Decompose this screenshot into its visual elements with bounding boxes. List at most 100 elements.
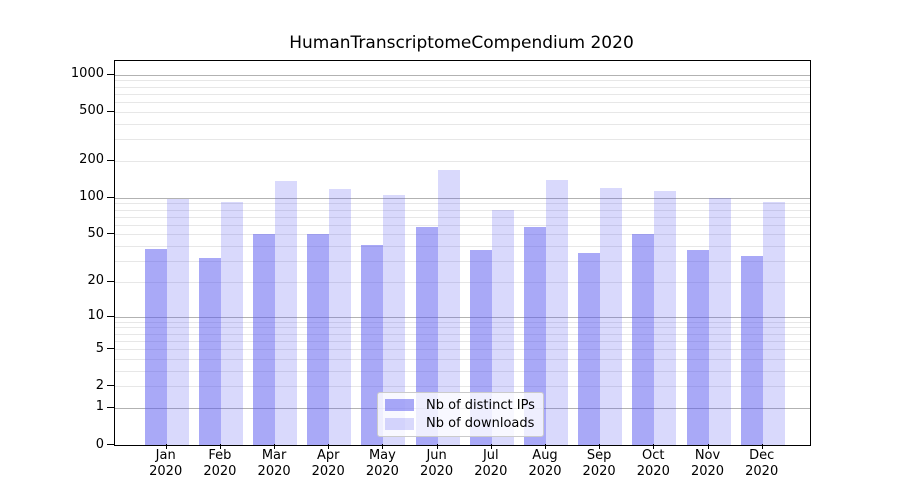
x-tick-label-nov: Nov 2020 [690,448,725,479]
x-tick-mark [599,444,601,449]
x-tick-mark [761,444,763,449]
minor-gridline [115,139,810,141]
x-tick-label-jul: Jul 2020 [474,448,508,479]
y-tick-mark [107,406,114,408]
y-tick-label-0: 0 [95,436,104,452]
x-tick-label-feb: Feb 2020 [203,448,237,479]
major-gridline [115,197,810,199]
bar-downloads-mar [275,180,298,445]
minor-gridline [115,261,810,262]
legend-label-distinct-ips: Nb of distinct IPs [426,397,535,413]
bar-ips-jun [415,226,438,445]
y-tick-mark [107,444,114,445]
minor-gridline [115,281,810,283]
y-tick-label-1: 1 [95,399,104,415]
x-tick-label-may: May 2020 [365,448,399,479]
x-tick-mark [382,444,384,449]
legend: Nb of distinct IPs Nb of downloads [377,392,544,437]
minor-gridline [115,370,810,372]
minor-gridline [115,123,810,125]
minor-gridline [115,216,810,218]
minor-gridline [115,327,810,329]
y-tick-mark [107,348,114,349]
bar-downloads-feb [220,201,243,445]
bar-ips-feb [198,257,221,445]
x-tick-mark [274,444,276,449]
y-tick-label-10: 10 [87,308,104,323]
bar-downloads-sep [600,188,623,445]
y-tick-mark [107,159,114,161]
major-gridline [115,74,810,76]
bar-downloads-nov [708,198,731,445]
y-tick-mark [107,280,114,282]
x-tick-mark [545,444,546,449]
y-tick-mark [107,196,114,198]
y-tick-label-50: 50 [87,225,104,241]
bar-ips-nov [686,250,709,445]
x-tick-label-sep: Sep 2020 [582,448,616,479]
x-tick-mark [653,444,655,449]
minor-gridline [115,246,810,247]
x-tick-label-mar: Mar 2020 [257,448,291,479]
bar-downloads-may [383,195,406,445]
minor-gridline [115,160,810,162]
bar-downloads-aug [546,180,568,445]
x-tick-mark [707,444,709,449]
x-tick-label-oct: Oct 2020 [636,448,670,479]
bar-downloads-apr [329,188,352,445]
legend-item-distinct-ips: Nb of distinct IPs [385,398,535,413]
x-tick-mark [219,444,221,449]
bar-downloads-oct [654,191,677,445]
y-tick-label-20: 20 [87,273,104,289]
x-tick-label-aug: Aug 2020 [528,448,562,479]
x-tick-mark [436,444,438,449]
minor-gridline [115,333,810,335]
bar-ips-apr [307,234,330,445]
x-tick-mark [165,444,167,449]
plot-area [114,60,811,446]
minor-gridline [115,86,810,88]
y-tick-label-5: 5 [95,340,104,356]
minor-gridline [115,111,810,113]
y-tick-mark [107,110,114,112]
x-tick-label-jan: Jan 2020 [149,448,183,479]
minor-gridline [115,321,810,323]
legend-label-downloads: Nb of downloads [426,416,535,432]
legend-swatch-downloads [385,417,414,430]
y-tick-mark [107,385,114,387]
y-tick-label-1000: 1000 [70,66,104,82]
minor-gridline [115,102,810,104]
chart-title: HumanTranscriptomeCompendium 2020 [289,33,634,53]
x-tick-label-jun: Jun 2020 [420,448,454,479]
x-tick-mark [490,444,492,449]
y-tick-mark [107,73,114,75]
y-tick-label-500: 500 [79,103,104,119]
minor-gridline [115,93,810,95]
minor-gridline [115,80,810,82]
x-tick-label-apr: Apr 2020 [311,448,345,479]
x-tick-label-dec: Dec 2020 [745,448,779,479]
minor-gridline [115,224,810,226]
y-tick-mark [107,233,114,235]
bar-downloads-jun [437,170,460,445]
y-tick-label-2: 2 [95,377,104,393]
bar-ips-dec [740,256,763,445]
legend-item-downloads: Nb of downloads [385,416,535,431]
legend-swatch-distinct-ips [385,399,414,412]
bar-downloads-jan [166,198,189,445]
bar-ips-aug [524,227,546,445]
major-gridline [115,316,810,318]
bar-ips-mar [253,234,276,445]
minor-gridline [115,358,810,360]
minor-gridline [115,209,810,211]
bar-downloads-jul [491,210,514,445]
minor-gridline [115,234,810,236]
minor-gridline [115,340,810,342]
minor-gridline [115,349,810,350]
bar-downloads-dec [762,202,785,445]
bar-ips-sep [578,253,601,445]
minor-gridline [115,386,810,388]
y-tick-label-200: 200 [79,152,104,168]
y-tick-mark [107,315,114,317]
